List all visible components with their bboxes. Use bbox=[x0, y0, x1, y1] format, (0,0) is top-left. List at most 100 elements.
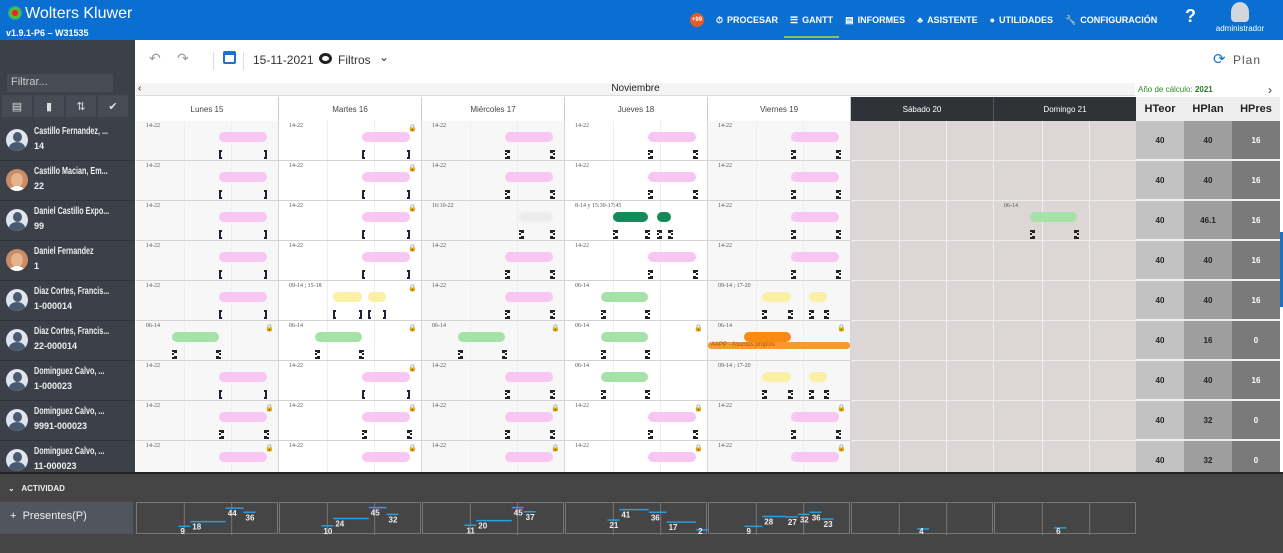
shift-cell[interactable]: 14-22 bbox=[136, 281, 279, 321]
nav-utilidades[interactable]: ● UTILIDADES bbox=[990, 0, 1053, 40]
bracket-start[interactable] bbox=[809, 390, 815, 399]
help-button[interactable]: ? bbox=[1185, 6, 1196, 26]
bracket-end[interactable] bbox=[836, 230, 842, 239]
shift-cell[interactable]: 14-22 bbox=[136, 201, 279, 241]
shift-bar[interactable] bbox=[505, 172, 554, 182]
bracket-start[interactable] bbox=[219, 390, 223, 399]
prev-week-button[interactable]: ‹ bbox=[138, 83, 142, 94]
shift-cell[interactable]: 06-14 bbox=[565, 281, 708, 321]
shift-cell[interactable]: 14-22 bbox=[708, 241, 851, 281]
undo-button[interactable]: ↶ bbox=[149, 50, 161, 66]
shift-bar[interactable] bbox=[761, 292, 792, 302]
bracket-start[interactable] bbox=[600, 390, 606, 399]
bracket-end[interactable] bbox=[264, 390, 268, 399]
filters-button[interactable]: Filtros bbox=[338, 53, 371, 67]
shift-cell[interactable]: 14-22 🔒 bbox=[136, 401, 279, 441]
bracket-start[interactable] bbox=[505, 430, 511, 439]
bracket-start[interactable] bbox=[600, 350, 606, 359]
shift-cell[interactable]: 8-14 y 15:30-17:45 bbox=[565, 201, 708, 241]
bracket-start[interactable] bbox=[809, 310, 815, 319]
shift-bar[interactable] bbox=[362, 252, 411, 262]
shift-bar[interactable] bbox=[600, 332, 649, 342]
bracket-end[interactable] bbox=[836, 150, 842, 159]
bracket-start[interactable] bbox=[648, 150, 654, 159]
shift-bar[interactable] bbox=[219, 452, 268, 462]
shift-cell[interactable] bbox=[851, 321, 994, 361]
bracket-start[interactable] bbox=[362, 430, 368, 439]
bracket-end[interactable] bbox=[264, 270, 268, 279]
bracket-end[interactable] bbox=[824, 390, 830, 399]
employee-row[interactable]: Diaz Cortes, Francis... 1-000014 bbox=[0, 281, 135, 321]
bracket-start[interactable] bbox=[791, 270, 797, 279]
refresh-icon[interactable]: ⟳ bbox=[1213, 51, 1226, 68]
bracket-end[interactable] bbox=[550, 190, 556, 199]
employee-row[interactable]: Castillo Fernandez, ... 14 bbox=[0, 121, 135, 161]
bracket-start[interactable] bbox=[612, 230, 618, 239]
bracket-start[interactable] bbox=[219, 190, 223, 199]
shift-bar[interactable] bbox=[648, 172, 697, 182]
bracket-end[interactable] bbox=[693, 150, 699, 159]
bracket-end[interactable] bbox=[264, 430, 270, 439]
shift-bar[interactable] bbox=[219, 412, 268, 422]
bracket-start[interactable] bbox=[657, 230, 663, 239]
check-all-icon[interactable]: ✔ bbox=[98, 95, 128, 117]
shift-cell[interactable]: 06-14 🔒 bbox=[136, 321, 279, 361]
bracket-end[interactable] bbox=[264, 150, 268, 159]
bracket-start[interactable] bbox=[505, 390, 511, 399]
shift-bar[interactable] bbox=[505, 132, 554, 142]
shift-cell[interactable]: 14-22 bbox=[136, 361, 279, 401]
activity-section-toggle[interactable]: ⌄ ACTIVIDAD bbox=[8, 484, 65, 493]
shift-bar[interactable] bbox=[219, 252, 268, 262]
date-value[interactable]: 15-11-2021 bbox=[253, 53, 314, 67]
next-week-button[interactable]: › bbox=[1268, 83, 1272, 97]
bracket-end[interactable] bbox=[667, 230, 673, 239]
shift-cell[interactable] bbox=[994, 401, 1137, 441]
shift-bar[interactable] bbox=[791, 212, 840, 222]
bracket-end[interactable] bbox=[359, 310, 363, 319]
employee-row[interactable]: Dominguez Calvo, ... 9991-000023 bbox=[0, 401, 135, 441]
shift-cell[interactable]: 14-22 🔒 bbox=[422, 401, 565, 441]
shift-bar[interactable] bbox=[314, 332, 363, 342]
shift-bar[interactable] bbox=[791, 412, 840, 422]
day-header[interactable]: Martes 16 bbox=[279, 97, 422, 121]
shift-cell[interactable]: 16:10-22 bbox=[422, 201, 565, 241]
bracket-start[interactable] bbox=[648, 270, 654, 279]
bracket-end[interactable] bbox=[824, 310, 830, 319]
bracket-end[interactable] bbox=[550, 150, 556, 159]
bracket-start[interactable] bbox=[314, 350, 320, 359]
shift-cell[interactable] bbox=[851, 201, 994, 241]
shift-bar[interactable] bbox=[612, 212, 649, 222]
employee-row[interactable]: Daniel Fernandez 1 bbox=[0, 241, 135, 281]
shift-bar[interactable] bbox=[219, 292, 268, 302]
shift-bar[interactable] bbox=[362, 212, 411, 222]
bracket-start[interactable] bbox=[600, 310, 606, 319]
bracket-end[interactable] bbox=[645, 230, 651, 239]
bracket-start[interactable] bbox=[368, 310, 372, 319]
day-header[interactable]: Jueves 18 bbox=[565, 97, 708, 121]
bracket-end[interactable] bbox=[550, 310, 556, 319]
shift-bar[interactable] bbox=[600, 292, 649, 302]
shift-cell[interactable] bbox=[994, 241, 1137, 281]
shift-cell[interactable] bbox=[994, 281, 1137, 321]
employee-row[interactable]: Diaz Cortes, Francis... 22-000014 bbox=[0, 321, 135, 361]
bracket-end[interactable] bbox=[836, 190, 842, 199]
bracket-start[interactable] bbox=[505, 190, 511, 199]
employee-row[interactable]: Castillo Macian, Em... 22 bbox=[0, 161, 135, 201]
shift-cell[interactable]: 06-14 🔒 bbox=[422, 321, 565, 361]
bracket-end[interactable] bbox=[788, 390, 794, 399]
shift-cell[interactable]: 09-14 ; 17-20 bbox=[708, 361, 851, 401]
day-header[interactable]: Viernes 19 bbox=[708, 97, 851, 121]
shift-cell[interactable]: 14-22 bbox=[136, 241, 279, 281]
nav-procesar[interactable]: ⏱ PROCESAR bbox=[716, 0, 778, 40]
bracket-end[interactable] bbox=[550, 230, 556, 239]
shift-cell[interactable]: 14-22 bbox=[708, 201, 851, 241]
shift-cell[interactable]: 14-22 bbox=[708, 121, 851, 161]
shift-cell[interactable]: 14-22 bbox=[565, 161, 708, 201]
shift-bar[interactable] bbox=[657, 212, 671, 222]
bracket-end[interactable] bbox=[788, 310, 794, 319]
bracket-start[interactable] bbox=[648, 430, 654, 439]
shift-cell[interactable] bbox=[851, 401, 994, 441]
bracket-start[interactable] bbox=[791, 430, 797, 439]
bracket-start[interactable] bbox=[362, 190, 366, 199]
shift-bar[interactable] bbox=[791, 452, 840, 462]
